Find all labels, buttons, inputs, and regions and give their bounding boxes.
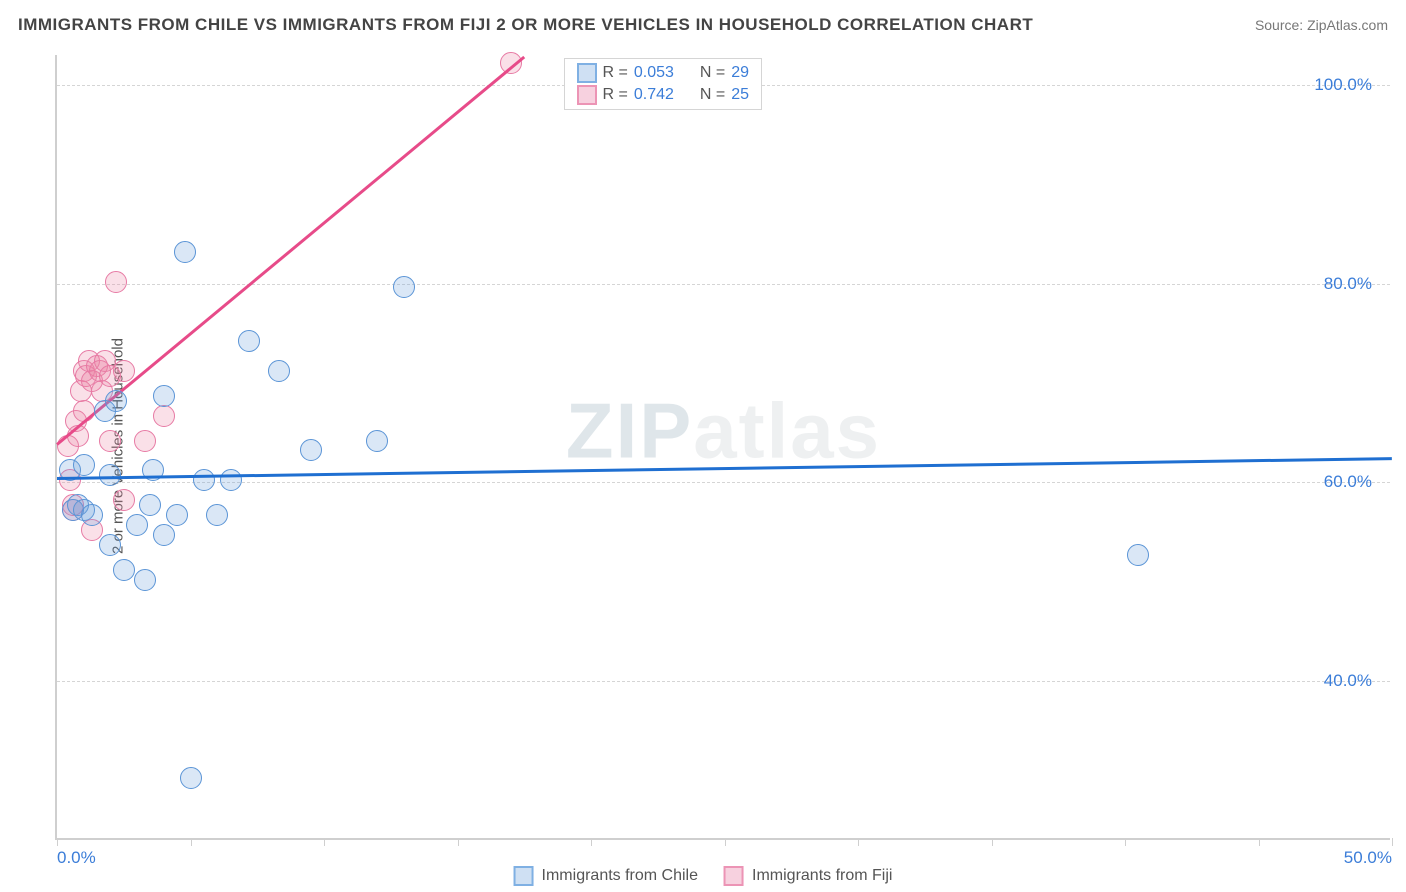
swatch-fiji-icon <box>577 85 597 105</box>
gridline <box>57 681 1390 682</box>
scatter-point-chile <box>220 469 242 491</box>
gridline <box>57 482 1390 483</box>
stat-r-value: 0.742 <box>634 86 674 104</box>
chart-title: IMMIGRANTS FROM CHILE VS IMMIGRANTS FROM… <box>18 15 1033 35</box>
stats-legend-row: R = 0.742 N = 25 <box>577 84 750 106</box>
plot-area: ZIPatlas 40.0%60.0%80.0%100.0%0.0%50.0%R… <box>55 55 1390 840</box>
y-tick-label: 100.0% <box>1314 75 1372 95</box>
watermark: ZIPatlas <box>566 385 881 476</box>
scatter-point-chile <box>73 454 95 476</box>
scatter-point-chile <box>99 534 121 556</box>
stat-n-label: N = <box>700 86 725 104</box>
x-tick <box>858 838 859 846</box>
scatter-point-chile <box>174 241 196 263</box>
swatch-fiji-icon <box>724 866 744 886</box>
source-label: Source: ZipAtlas.com <box>1255 17 1388 33</box>
swatch-chile-icon <box>514 866 534 886</box>
stat-n-label: N = <box>700 64 725 82</box>
scatter-point-chile <box>139 494 161 516</box>
legend-label-fiji: Immigrants from Fiji <box>752 867 892 885</box>
scatter-point-chile <box>366 430 388 452</box>
x-tick-label: 50.0% <box>1344 848 1392 868</box>
scatter-point-chile <box>134 569 156 591</box>
bottom-legend: Immigrants from Chile Immigrants from Fi… <box>514 866 893 886</box>
trend-line-fiji <box>56 55 525 445</box>
scatter-point-fiji <box>134 430 156 452</box>
scatter-point-chile <box>105 390 127 412</box>
scatter-point-fiji <box>113 489 135 511</box>
x-tick <box>1392 838 1393 846</box>
stats-legend-row: R = 0.053 N = 29 <box>577 62 750 84</box>
swatch-chile-icon <box>577 63 597 83</box>
scatter-point-chile <box>81 504 103 526</box>
stat-n-value: 29 <box>731 64 749 82</box>
stat-n-value: 25 <box>731 86 749 104</box>
stats-legend: R = 0.053 N = 29 R = 0.742 N = 25 <box>564 58 763 110</box>
scatter-point-chile <box>153 524 175 546</box>
x-tick <box>725 838 726 846</box>
scatter-point-chile <box>193 469 215 491</box>
legend-item-fiji: Immigrants from Fiji <box>724 866 892 886</box>
stat-r-value: 0.053 <box>634 64 674 82</box>
scatter-point-chile <box>153 385 175 407</box>
x-tick <box>57 838 58 846</box>
watermark-zip: ZIP <box>566 386 693 474</box>
scatter-point-chile <box>268 360 290 382</box>
scatter-point-chile <box>113 559 135 581</box>
stat-r-label: R = <box>603 86 628 104</box>
x-tick <box>992 838 993 846</box>
x-tick <box>591 838 592 846</box>
scatter-point-fiji <box>73 400 95 422</box>
scatter-point-chile <box>238 330 260 352</box>
scatter-point-chile <box>300 439 322 461</box>
scatter-point-fiji <box>113 360 135 382</box>
gridline <box>57 284 1390 285</box>
scatter-point-chile <box>180 767 202 789</box>
legend-item-chile: Immigrants from Chile <box>514 866 698 886</box>
scatter-point-chile <box>126 514 148 536</box>
scatter-point-fiji <box>99 430 121 452</box>
scatter-point-fiji <box>153 405 175 427</box>
title-bar: IMMIGRANTS FROM CHILE VS IMMIGRANTS FROM… <box>18 10 1388 40</box>
x-tick <box>1259 838 1260 846</box>
scatter-point-chile <box>206 504 228 526</box>
legend-label-chile: Immigrants from Chile <box>542 867 698 885</box>
scatter-point-chile <box>393 276 415 298</box>
x-tick-label: 0.0% <box>57 848 96 868</box>
y-tick-label: 60.0% <box>1324 472 1372 492</box>
scatter-point-chile <box>1127 544 1149 566</box>
scatter-point-chile <box>166 504 188 526</box>
trend-line-chile <box>57 457 1392 480</box>
y-tick-label: 80.0% <box>1324 274 1372 294</box>
y-tick-label: 40.0% <box>1324 671 1372 691</box>
x-tick <box>191 838 192 846</box>
x-tick <box>324 838 325 846</box>
x-tick <box>1125 838 1126 846</box>
stat-r-label: R = <box>603 64 628 82</box>
x-tick <box>458 838 459 846</box>
scatter-point-fiji <box>105 271 127 293</box>
watermark-atlas: atlas <box>693 386 881 474</box>
